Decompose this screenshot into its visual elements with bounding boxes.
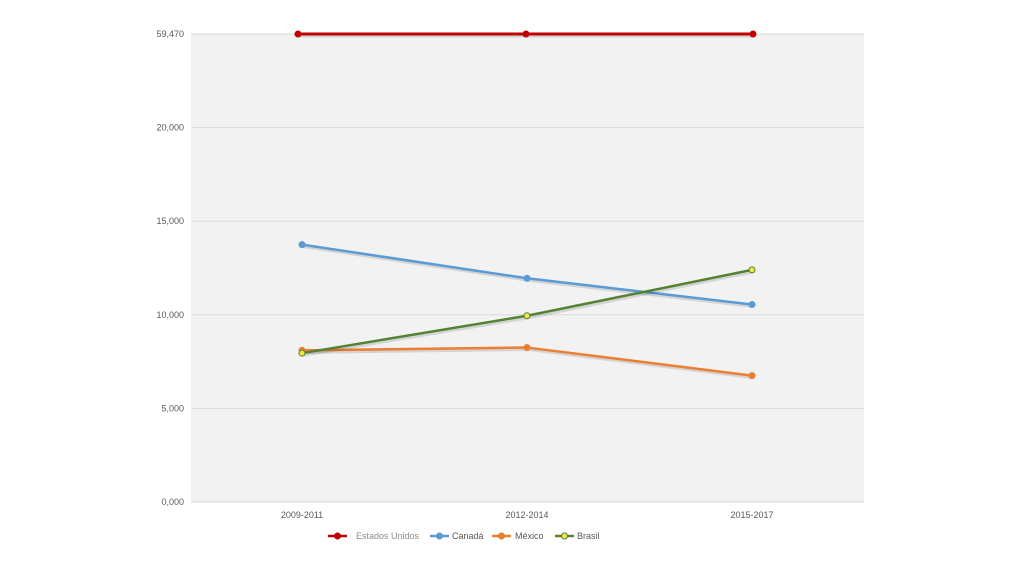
data-point [523,274,531,282]
legend-label: México [515,531,544,541]
legend-label: Canadá [452,531,484,541]
data-point [523,312,531,320]
y-axis-ticks: 0,000 5,000 10,000 15,000 20,000 59,470 [156,29,184,507]
data-point [748,301,756,309]
legend-label: Brasil [577,531,600,541]
y-tick-label: 5,000 [161,403,184,413]
legend-swatch-marker [498,532,505,540]
legend-swatch-marker [334,532,341,540]
legend-item: Brasil [555,531,600,541]
legend-item: México [492,531,544,541]
x-tick-label: 2009-2011 [281,510,323,520]
legend: Estados Unidos Canadá México Brasil [328,531,600,541]
series-brasil [298,266,756,357]
data-point [294,30,302,38]
x-tick-label: 2015-2017 [730,510,773,520]
series-canadá [298,241,756,309]
legend-label: Estados Unidos [356,531,420,541]
legend-item: Estados Unidos [328,531,420,541]
data-point [748,266,756,274]
legend-item: Canadá [430,531,484,541]
series-méxico [298,344,756,380]
y-tick-label: 0,000 [161,497,184,507]
data-point [522,30,530,38]
data-point [298,241,306,249]
series [294,30,757,380]
y-tick-label: 10,000 [156,310,184,320]
legend-swatch-marker [436,532,443,540]
plot-area [191,34,864,502]
legend-swatch-marker [561,532,568,540]
data-point [749,30,757,38]
x-axis-ticks: 2009-2011 2012-2014 2015-2017 [281,510,774,520]
y-tick-label: 59,470 [156,29,184,39]
data-point [523,344,531,352]
y-tick-label: 20,000 [156,123,184,133]
y-tick-label: 15,000 [156,216,184,226]
data-point [748,372,756,380]
x-tick-label: 2012-2014 [505,510,548,520]
data-point [298,349,306,357]
series-estados-unidos [294,30,757,38]
